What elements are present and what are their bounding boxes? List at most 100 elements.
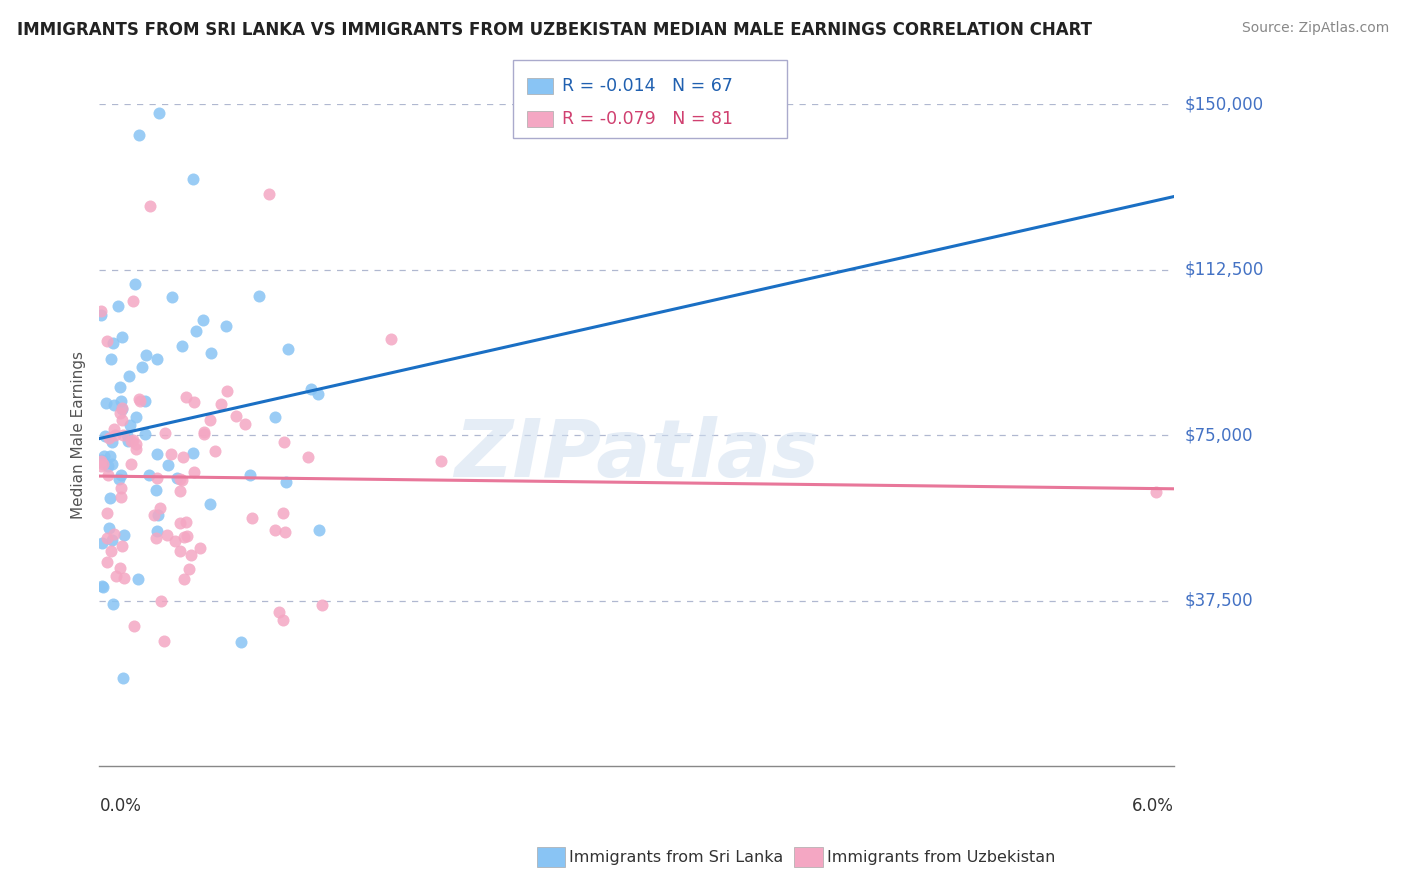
- Point: [156, 458, 179, 473]
- Point: [103, 527, 125, 541]
- Point: [97, 467, 120, 482]
- Point: [108, 406, 131, 420]
- Point: [264, 524, 287, 538]
- Point: [100, 352, 122, 367]
- Point: [271, 613, 294, 627]
- Point: [112, 528, 135, 542]
- Point: [111, 329, 134, 343]
- Point: [145, 524, 167, 538]
- Point: [311, 598, 333, 612]
- Point: [150, 594, 173, 608]
- Point: [104, 428, 127, 442]
- Point: [101, 533, 124, 547]
- Point: [100, 544, 122, 558]
- Point: [267, 605, 290, 619]
- Point: [112, 428, 135, 442]
- Y-axis label: Median Male Earnings: Median Male Earnings: [72, 351, 86, 519]
- Point: [176, 529, 198, 543]
- Point: [90, 308, 112, 322]
- Point: [153, 425, 176, 440]
- Point: [380, 333, 402, 347]
- Point: [103, 422, 125, 436]
- Point: [93, 449, 115, 463]
- Point: [299, 382, 322, 396]
- Point: [156, 527, 179, 541]
- Point: [1144, 485, 1167, 500]
- Point: [274, 475, 297, 489]
- Point: [120, 457, 142, 471]
- Point: [146, 447, 169, 461]
- Point: [142, 508, 165, 523]
- Point: [152, 633, 174, 648]
- Point: [111, 401, 134, 416]
- Point: [110, 482, 132, 496]
- Point: [148, 106, 170, 120]
- Point: [430, 453, 453, 467]
- Point: [183, 395, 205, 409]
- Point: [145, 483, 167, 497]
- Point: [96, 506, 118, 520]
- Point: [257, 186, 280, 201]
- Point: [274, 525, 297, 540]
- Point: [94, 429, 117, 443]
- Point: [198, 497, 221, 511]
- Point: [127, 572, 149, 586]
- Point: [125, 442, 148, 457]
- Point: [172, 473, 194, 487]
- Point: [90, 304, 112, 318]
- Point: [209, 397, 232, 411]
- Point: [308, 523, 330, 537]
- Point: [101, 435, 124, 450]
- Point: [122, 619, 145, 633]
- Point: [101, 457, 124, 471]
- Point: [111, 401, 134, 416]
- Point: [214, 319, 236, 334]
- Text: Immigrants from Sri Lanka: Immigrants from Sri Lanka: [569, 850, 783, 864]
- Point: [128, 392, 150, 406]
- Point: [124, 277, 146, 291]
- Point: [160, 290, 183, 304]
- Point: [110, 393, 132, 408]
- Point: [169, 516, 191, 530]
- Point: [98, 431, 121, 445]
- Point: [101, 597, 124, 611]
- Text: R = -0.014   N = 67: R = -0.014 N = 67: [562, 77, 734, 95]
- Point: [188, 541, 211, 556]
- Point: [193, 425, 215, 439]
- Point: [131, 360, 153, 375]
- Point: [117, 434, 139, 449]
- Point: [94, 396, 117, 410]
- Point: [160, 447, 183, 461]
- Point: [169, 483, 191, 498]
- Point: [96, 334, 118, 348]
- Point: [96, 531, 118, 545]
- Point: [181, 446, 204, 460]
- Point: [233, 417, 256, 432]
- Point: [264, 409, 287, 424]
- Text: Source: ZipAtlas.com: Source: ZipAtlas.com: [1241, 21, 1389, 35]
- Point: [173, 572, 195, 586]
- Point: [229, 635, 252, 649]
- Point: [166, 470, 188, 484]
- Point: [135, 348, 157, 362]
- Point: [110, 490, 132, 504]
- Point: [179, 562, 201, 576]
- Point: [118, 369, 141, 384]
- Point: [108, 561, 131, 575]
- Point: [138, 468, 160, 483]
- Text: R = -0.079   N = 81: R = -0.079 N = 81: [562, 110, 734, 128]
- Point: [90, 458, 112, 473]
- Point: [103, 336, 125, 351]
- Point: [110, 468, 132, 483]
- Point: [128, 128, 150, 143]
- Point: [239, 468, 262, 483]
- Point: [108, 471, 131, 485]
- Point: [134, 426, 156, 441]
- Point: [277, 342, 299, 356]
- Point: [125, 437, 148, 451]
- Point: [91, 457, 114, 471]
- Text: ZIPatlas: ZIPatlas: [454, 416, 820, 494]
- Point: [98, 449, 121, 463]
- Text: $112,500: $112,500: [1185, 260, 1264, 278]
- Point: [111, 539, 134, 553]
